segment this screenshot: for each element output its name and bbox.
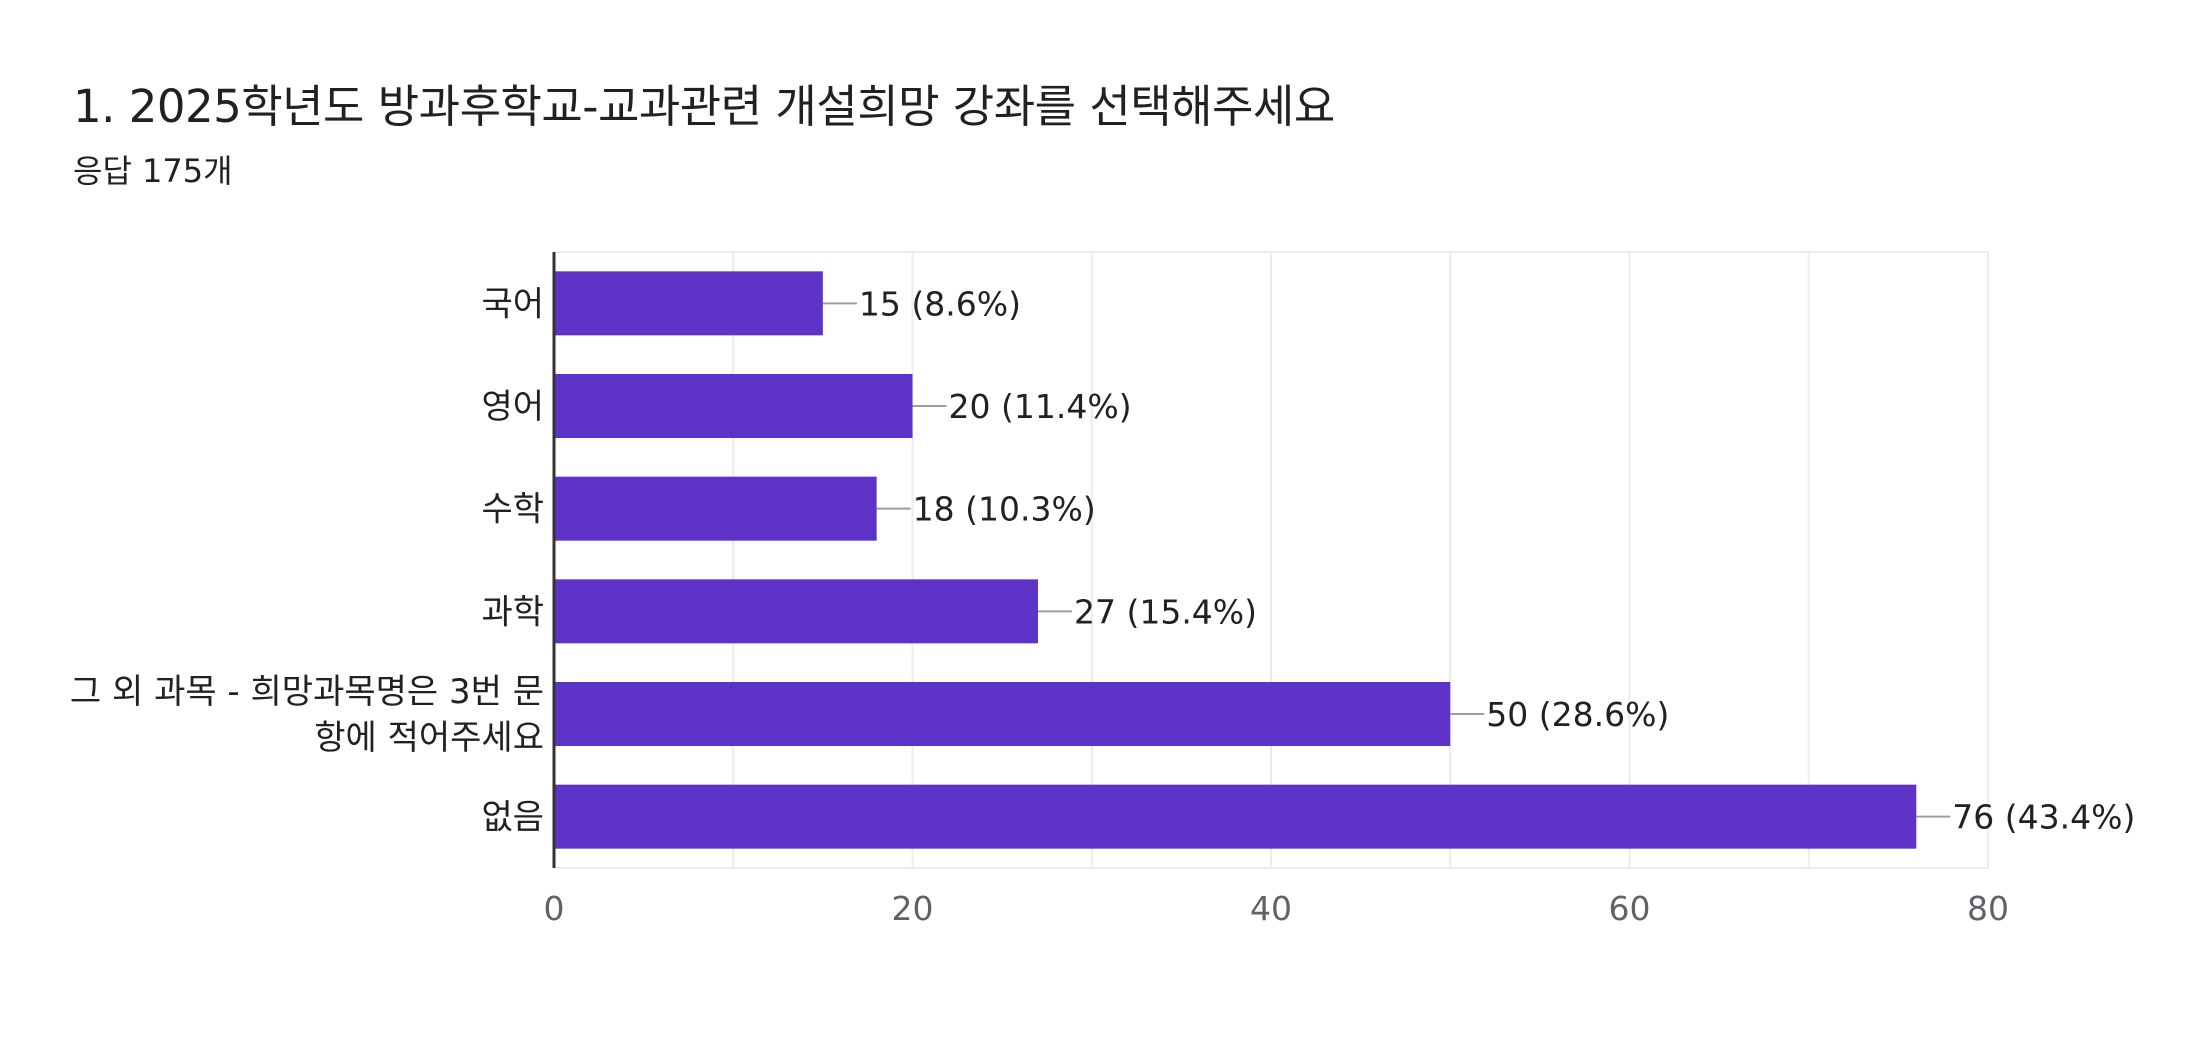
bar bbox=[554, 682, 1451, 746]
bar-value-label: 18 (10.3%) bbox=[913, 490, 1096, 529]
category-label: 항에 적어주세요 bbox=[314, 718, 544, 758]
category-label: 국어 bbox=[481, 284, 544, 324]
bar-value-label: 50 (28.6%) bbox=[1486, 695, 1669, 734]
bar-value-label: 27 (15.4%) bbox=[1074, 592, 1257, 631]
response-count: 응답 175개 bbox=[73, 152, 233, 190]
x-tick-label: 20 bbox=[892, 889, 934, 928]
bar-value-label: 15 (8.6%) bbox=[859, 284, 1021, 323]
x-tick-label: 0 bbox=[544, 889, 565, 928]
bar-value-label: 20 (11.4%) bbox=[949, 387, 1132, 426]
bar-value-label: 76 (43.4%) bbox=[1952, 798, 2135, 837]
x-tick-label: 60 bbox=[1609, 889, 1651, 928]
x-tick-label: 40 bbox=[1250, 889, 1292, 928]
category-label: 수학 bbox=[481, 490, 544, 530]
x-tick-label: 80 bbox=[1967, 889, 2009, 928]
bar bbox=[554, 784, 1917, 849]
chart-title: 1. 2025학년도 방과후학교-교과관련 개설희망 강좌를 선택해주세요 bbox=[73, 80, 1335, 133]
category-label: 과학 bbox=[481, 592, 544, 632]
category-label: 그 외 과목 - 희망과목명은 3번 문 bbox=[70, 672, 544, 712]
category-label: 영어 bbox=[481, 387, 544, 427]
category-label: 없음 bbox=[481, 798, 544, 838]
bar bbox=[554, 374, 913, 438]
bar bbox=[554, 476, 877, 541]
bar bbox=[554, 271, 823, 336]
bar bbox=[554, 579, 1038, 644]
